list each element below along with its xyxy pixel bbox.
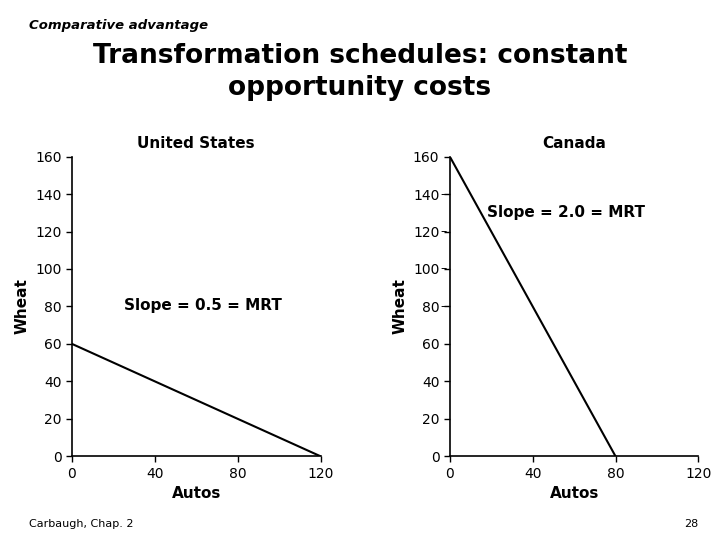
Text: Slope = 0.5 = MRT: Slope = 0.5 = MRT [124,298,282,313]
X-axis label: Autos: Autos [171,487,221,501]
Text: Carbaugh, Chap. 2: Carbaugh, Chap. 2 [29,519,133,529]
Text: Comparative advantage: Comparative advantage [29,19,208,32]
X-axis label: Autos: Autos [549,487,599,501]
Title: Canada: Canada [542,136,606,151]
Text: –: – [441,262,447,275]
Text: –: – [441,300,447,313]
Title: United States: United States [138,136,255,151]
Text: –: – [441,225,447,238]
Y-axis label: Wheat: Wheat [392,279,408,334]
Y-axis label: Wheat: Wheat [14,279,30,334]
Text: 28: 28 [684,519,698,529]
Text: –: – [441,187,447,200]
Text: Slope = 2.0 = MRT: Slope = 2.0 = MRT [487,205,645,220]
Text: Transformation schedules: constant
opportunity costs: Transformation schedules: constant oppor… [93,43,627,101]
